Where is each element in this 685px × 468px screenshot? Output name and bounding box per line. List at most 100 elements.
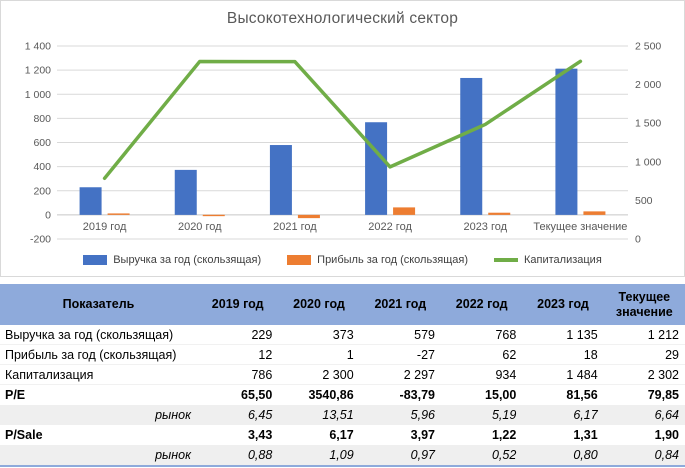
table-value-cell: 18: [522, 345, 604, 365]
table-header-cell: 2020 год: [278, 284, 360, 325]
table-value-cell: 65,50: [241, 388, 273, 402]
y-axis-left-tick: 600: [33, 137, 51, 149]
chart-plot-area: 1 400 1 200 1 000 800 600 400 200 0 -200 2 500 2 0…: [25, 41, 662, 246]
chart-title: Высокотехнологический сектор: [226, 10, 459, 27]
combo-chart: Высокотехнологический сектор 1 400 1 200 1…: [0, 0, 685, 277]
y-axis-left-tick: 0: [45, 209, 51, 221]
chart-legend: Выручка за год (скользящая) Прибыль за го…: [1, 252, 684, 268]
y-axis-left-tick: 1 400: [25, 41, 51, 53]
table-header-cell: 2023 год: [522, 284, 604, 325]
table-header-indicator: Показатель: [0, 284, 197, 325]
y-axis-right-tick: 2 000: [635, 79, 661, 91]
table-header-cell: Текущее значение: [603, 284, 685, 325]
bar-revenue: [269, 145, 292, 215]
table-value-cell: 81,56: [566, 388, 598, 402]
table-value-cell: 6,64: [603, 405, 685, 425]
table-value-cell: 5,96: [359, 405, 441, 425]
table-value-cell: 786: [197, 365, 279, 385]
table-value-cell: 934: [441, 365, 523, 385]
line-capitalization: [102, 59, 583, 181]
y-axis-left-tick: 400: [33, 161, 51, 173]
table-value-cell: 1,22: [491, 428, 517, 442]
x-axis-category-label: 2019 год: [83, 221, 127, 233]
table-value-cell: 1 135: [522, 325, 604, 345]
y-axis-right-tick: 0: [635, 234, 641, 246]
table-value-cell: 15,00: [485, 388, 517, 402]
bar-profit: [488, 212, 511, 215]
bar-revenue: [174, 169, 197, 215]
y-axis-left-tick: 800: [33, 113, 51, 125]
y-axis-left-tick: 200: [33, 185, 51, 197]
financial-table: Показатель 2019 год 2020 год 2021 год 2022 г…: [0, 284, 685, 467]
bar-revenue: [79, 187, 102, 215]
table-value-cell: 3,97: [410, 428, 435, 442]
table-row-label: P/Sale: [0, 425, 197, 445]
table-value-cell: 2 297: [359, 365, 441, 385]
table-value-cell: 0,88: [197, 445, 279, 465]
table-value-cell: 0,84: [603, 445, 685, 465]
table-value-cell: 2 300: [278, 365, 360, 385]
table-value-cell: 2 302: [603, 365, 685, 385]
table-value-cell: -27: [359, 345, 441, 365]
table-row-label: P/E: [0, 385, 197, 405]
table-row-label: Прибыль за год (скользящая): [0, 345, 197, 365]
table-value-cell: 12: [197, 345, 279, 365]
y-axis-left-tick: 1 200: [25, 65, 51, 77]
table-value-cell: 29: [603, 345, 685, 365]
table-value-cell: 1,31: [573, 428, 598, 442]
y-axis-right-tick: 2 500: [635, 41, 661, 53]
table-value-cell: 6,17: [522, 405, 604, 425]
row-label-text: рынок: [155, 448, 191, 462]
table-row-label: Капитализация: [0, 365, 197, 385]
table-value-cell: 1,09: [278, 445, 360, 465]
y-axis-left-tick: -200: [30, 234, 51, 246]
table-value-cell: 5,19: [441, 405, 523, 425]
x-axis-category-label: 2023 год: [463, 221, 507, 233]
table-value-cell: 6,17: [329, 428, 354, 442]
x-axis-category-label: 2021 год: [273, 221, 317, 233]
bar-revenue: [460, 77, 483, 215]
bar-profit: [393, 207, 416, 215]
table-value-cell: 373: [278, 325, 360, 345]
table-value-cell: 1 484: [522, 365, 604, 385]
table-value-cell: 1 212: [603, 325, 685, 345]
legend-bar-swatch: [83, 255, 108, 265]
y-axis-right-tick: 1 500: [635, 118, 661, 130]
row-label-text: Прибыль за год (скользящая): [5, 347, 177, 362]
table-row-label: Выручка за год (скользящая): [0, 325, 197, 345]
legend-item: Капитализация: [494, 254, 602, 266]
bar-profit: [583, 211, 606, 215]
table-value-cell: 1,90: [654, 428, 679, 442]
row-label-text: P/Sale: [5, 428, 43, 442]
x-axis-category-label: 2020 год: [178, 221, 222, 233]
bar-revenue: [555, 68, 578, 215]
row-label-text: P/E: [5, 388, 26, 402]
table-value-cell: 229: [197, 325, 279, 345]
table-value-cell: 79,85: [647, 388, 679, 402]
row-label-text: Выручка за год (скользящая): [5, 327, 174, 342]
table-value-cell: -83,79: [399, 388, 435, 402]
bar-profit: [107, 213, 130, 215]
legend-item: Выручка за год (скользящая): [83, 254, 261, 266]
x-axis-category-label: 2022 год: [368, 221, 412, 233]
table-value-cell: 1: [278, 345, 360, 365]
table-value-cell: 6,45: [197, 405, 279, 425]
table-header-cell: 2022 год: [441, 284, 523, 325]
table-value-cell: 0,97: [359, 445, 441, 465]
legend-label: Капитализация: [524, 254, 602, 266]
bar-revenue: [365, 122, 388, 215]
table-header-cell: 2021 год: [359, 284, 441, 325]
legend-label: Прибыль за год (скользящая): [317, 254, 468, 266]
table-value-cell: 3,43: [247, 428, 273, 442]
legend-item: Прибыль за год (скользящая): [287, 254, 468, 266]
y-axis-right-tick: 500: [635, 195, 653, 207]
table-value-cell: 3540,86: [308, 388, 354, 402]
bar-profit: [202, 214, 225, 217]
table-value-cell: 768: [441, 325, 523, 345]
row-label-text: Капитализация: [5, 367, 94, 382]
table-value-cell: 0,80: [522, 445, 604, 465]
table-value-cell: 13,51: [278, 405, 360, 425]
table-header-cell: 2019 год: [197, 284, 279, 325]
legend-line-swatch: [494, 258, 518, 262]
bar-profit: [297, 214, 320, 219]
